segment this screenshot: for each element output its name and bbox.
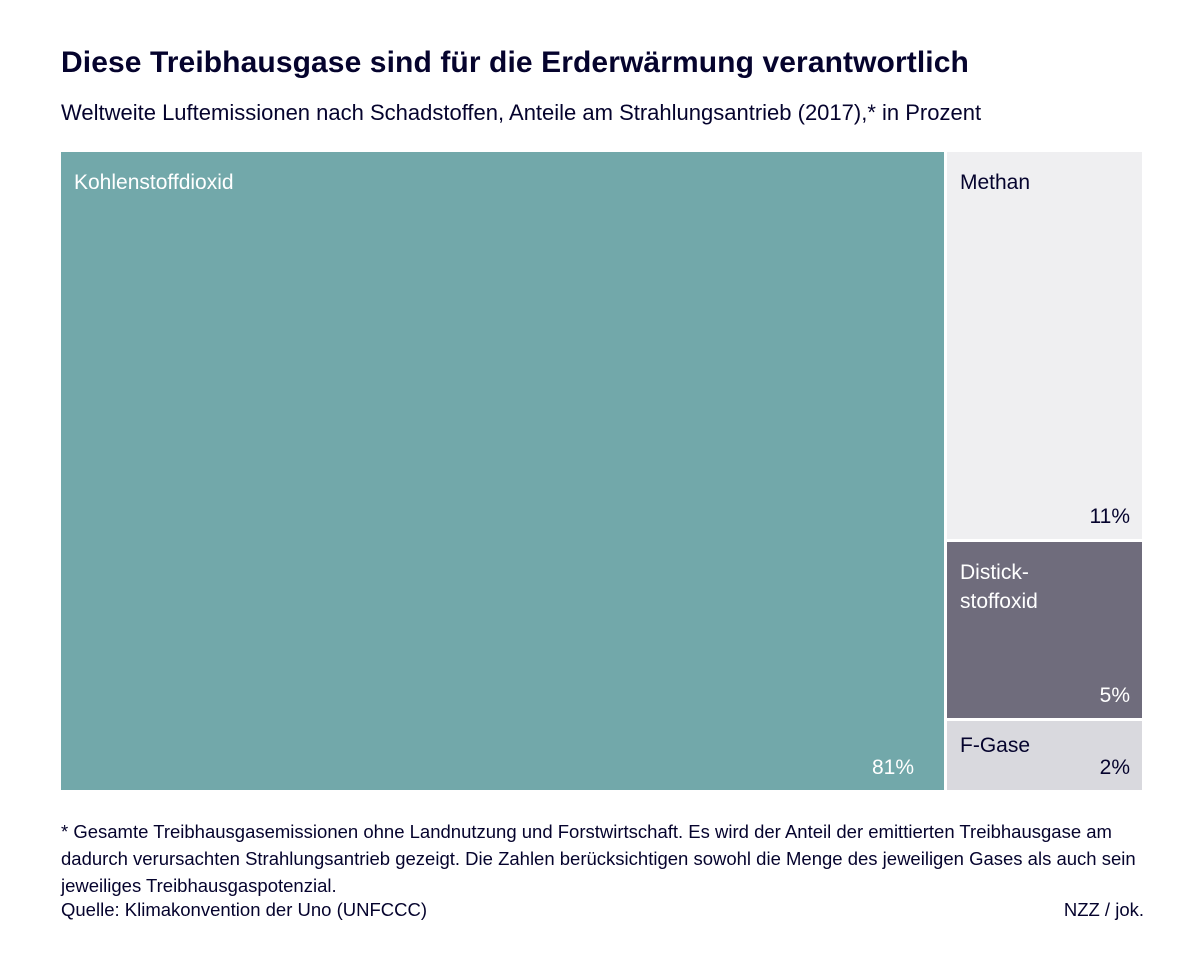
tile-label: Kohlenstoffdioxid bbox=[74, 171, 234, 194]
tile-value: 2% bbox=[1099, 756, 1130, 779]
tile-f-gase: F-Gase 2% bbox=[947, 721, 1142, 790]
tile-kohlenstoffdioxid: Kohlenstoffdioxid 81% bbox=[61, 152, 944, 790]
tile-distickstoffoxid: Distick- stoffoxid 5% bbox=[947, 542, 1142, 718]
tile-label: Methan bbox=[960, 171, 1031, 194]
tile-methan: Methan 11% bbox=[947, 152, 1142, 539]
source-note: Quelle: Klimakonvention der Uno (UNFCCC) bbox=[61, 899, 428, 920]
chart-title: Diese Treibhausgase sind für die Erderwä… bbox=[61, 46, 969, 79]
credit: NZZ / jok. bbox=[1063, 899, 1144, 920]
tile-value: 11% bbox=[1089, 505, 1130, 528]
chart-subtitle: Weltweite Luftemissionen nach Schadstoff… bbox=[61, 100, 982, 125]
tile-value: 81% bbox=[871, 756, 914, 779]
treemap: Kohlenstoffdioxid 81% Methan 11% Distick… bbox=[61, 152, 1142, 790]
tile-label: F-Gase bbox=[960, 734, 1031, 757]
tile-label: Distick- stoffoxid bbox=[960, 561, 1038, 613]
tile-value: 5% bbox=[1099, 684, 1130, 707]
footnote: * Gesamte Treibhausgasemissionen ohne La… bbox=[61, 821, 1136, 896]
